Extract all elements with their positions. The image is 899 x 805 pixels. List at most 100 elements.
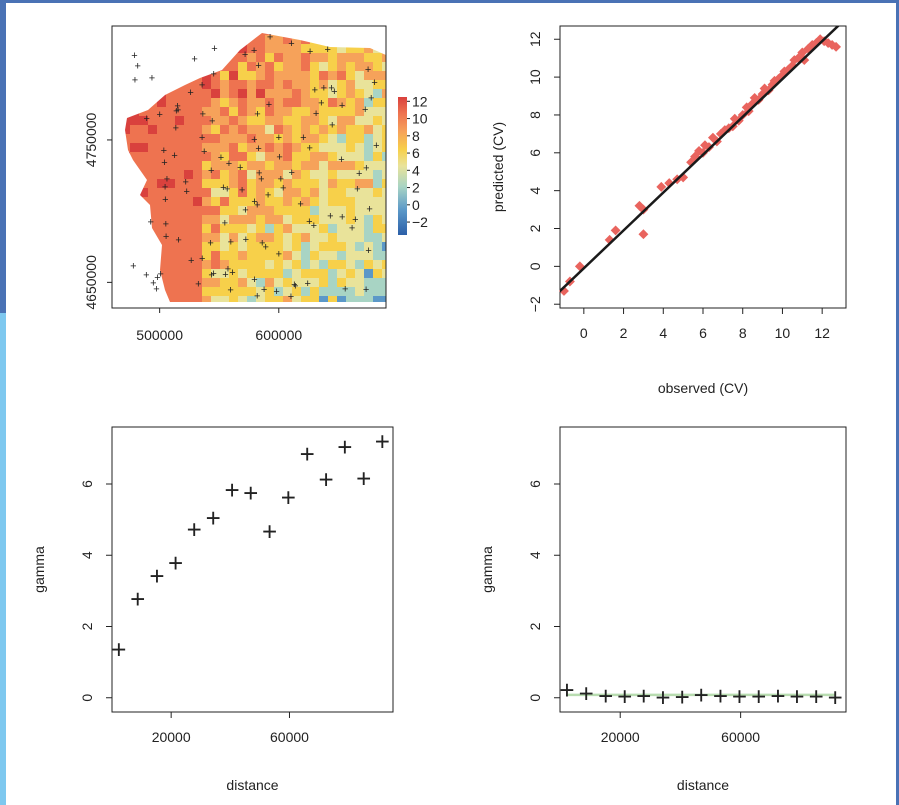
station-marker: +	[255, 143, 261, 155]
map-cell	[112, 80, 121, 89]
map-cell	[148, 296, 157, 302]
map-cell	[125, 242, 130, 251]
map-cell	[265, 242, 274, 251]
map-cell	[247, 143, 256, 152]
map-y-tick-label: 4650000	[83, 255, 99, 310]
map-cell	[229, 278, 238, 287]
map-cell	[292, 161, 301, 170]
map-cell	[229, 287, 238, 296]
map-cell	[125, 62, 130, 71]
station-marker: +	[329, 120, 335, 132]
map-cell	[229, 233, 238, 242]
map-cell	[274, 107, 283, 116]
station-marker: +	[157, 109, 163, 121]
station-marker: +	[371, 77, 377, 89]
map-cell	[373, 33, 382, 35]
map-cell	[283, 260, 292, 269]
map-cell	[292, 260, 301, 269]
station-marker: +	[229, 267, 235, 279]
station-marker: +	[226, 158, 232, 170]
map-cell	[373, 143, 382, 152]
station-marker: +	[209, 115, 215, 127]
map-cell	[382, 296, 386, 302]
map-cell	[283, 98, 292, 107]
map-cell	[184, 305, 193, 314]
map-cell	[373, 224, 382, 233]
map-cell	[125, 287, 130, 296]
map-cell	[373, 35, 382, 44]
map-cell	[247, 170, 256, 179]
map-cell	[364, 53, 373, 62]
map-cell	[125, 278, 130, 287]
map-cell	[112, 62, 121, 71]
map-cell	[265, 188, 274, 197]
map-cell	[346, 233, 355, 242]
map-cell	[166, 80, 175, 89]
map-cell	[148, 206, 157, 215]
map-cell	[139, 125, 148, 134]
map-cell	[130, 305, 139, 314]
map-cell	[283, 278, 292, 287]
map-cell	[337, 215, 346, 224]
station-marker: +	[143, 113, 149, 125]
map-cell	[301, 53, 310, 62]
map-cell	[274, 35, 283, 44]
station-marker: +	[266, 99, 272, 111]
map-cell	[220, 242, 229, 251]
map-cell	[220, 98, 229, 107]
map-cell	[220, 44, 229, 53]
map-cell	[166, 179, 175, 188]
residual-variogram-point: +	[579, 678, 594, 708]
map-cell	[247, 98, 256, 107]
window-frame-top	[0, 0, 899, 3]
map-cell	[328, 296, 337, 302]
map-cell	[301, 215, 310, 224]
map-cell	[175, 296, 184, 302]
map-cell	[274, 242, 283, 251]
map-cell	[256, 215, 265, 224]
map-cell	[364, 80, 373, 89]
map-cell	[175, 224, 184, 233]
map-cell	[328, 44, 337, 53]
map-cell	[382, 71, 386, 80]
map-cell	[184, 161, 193, 170]
map-cell	[184, 33, 193, 35]
map-cell	[193, 107, 202, 116]
map-cell	[211, 233, 220, 242]
station-marker: +	[225, 263, 231, 275]
window-frame-left	[0, 0, 6, 313]
station-marker: +	[227, 285, 233, 297]
map-cell	[220, 35, 229, 44]
colorbar-tick-label: 12	[412, 93, 428, 109]
map-cell	[265, 80, 274, 89]
station-marker: +	[153, 283, 159, 295]
map-cell	[256, 35, 265, 44]
map-cell	[238, 296, 247, 302]
map-x-tick-label: 600000	[255, 327, 302, 343]
map-cell	[283, 35, 292, 44]
map-cell	[220, 125, 229, 134]
station-marker: +	[276, 249, 282, 261]
map-cell	[310, 206, 319, 215]
map-cell	[229, 305, 238, 314]
map-cell	[193, 296, 202, 302]
map-cell	[310, 152, 319, 161]
map-cell	[274, 152, 283, 161]
variogram-point: +	[111, 635, 126, 665]
map-cell	[337, 278, 346, 287]
map-cell	[337, 80, 346, 89]
map-cell	[175, 197, 184, 206]
map-cell	[238, 152, 247, 161]
map-cell	[247, 233, 256, 242]
map-cell	[301, 62, 310, 71]
map-cell	[184, 125, 193, 134]
map-cell	[193, 35, 202, 44]
map-cell	[283, 125, 292, 134]
map-cell	[292, 80, 301, 89]
map-cell	[373, 260, 382, 269]
map-cell	[193, 179, 202, 188]
map-cell	[328, 170, 337, 179]
map-cell	[274, 125, 283, 134]
map-cell	[292, 287, 301, 296]
map-cell	[157, 242, 166, 251]
